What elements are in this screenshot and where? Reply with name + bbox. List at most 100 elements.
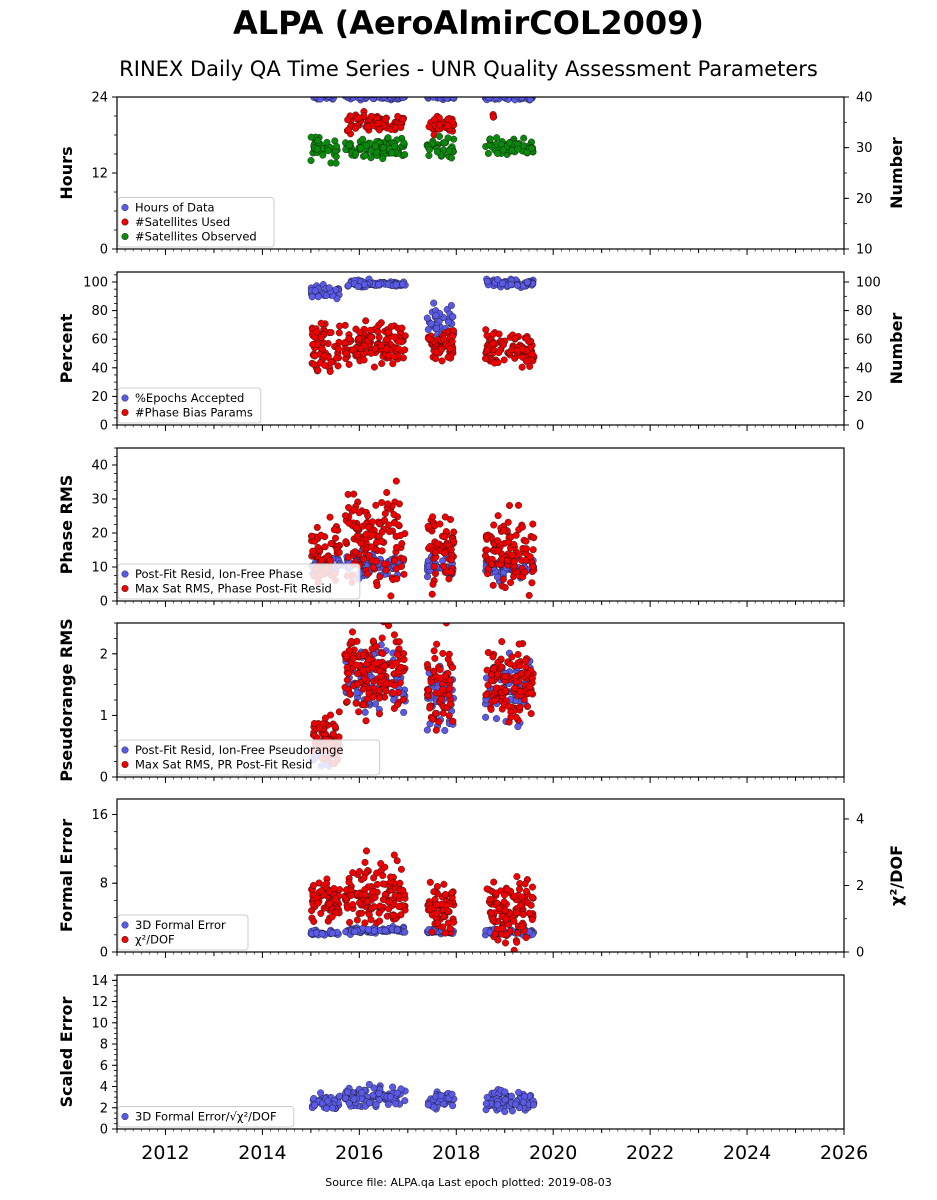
data-point-red bbox=[392, 659, 400, 667]
data-point-red bbox=[526, 362, 534, 370]
data-point-red bbox=[516, 885, 524, 893]
data-point-red bbox=[489, 113, 497, 121]
data-point-blue bbox=[449, 1102, 457, 1110]
data-point-red bbox=[510, 892, 518, 900]
data-point-red bbox=[391, 333, 399, 341]
data-point-red bbox=[441, 533, 449, 541]
data-point-red bbox=[516, 662, 524, 670]
x-tick-label: 2024 bbox=[723, 1142, 771, 1164]
data-point-red bbox=[494, 537, 502, 545]
y-tick-label: 20 bbox=[91, 390, 108, 405]
y-axis-label: Percent bbox=[57, 313, 76, 383]
data-point-blue bbox=[324, 97, 332, 100]
data-point-blue bbox=[372, 1101, 380, 1109]
data-point-blue bbox=[437, 97, 442, 98]
data-point-blue bbox=[423, 314, 431, 322]
data-point-red bbox=[314, 366, 322, 374]
data-point-red bbox=[512, 909, 520, 917]
data-point-blue bbox=[384, 1100, 392, 1108]
data-point-red bbox=[499, 575, 507, 583]
y-right-tick-label: 80 bbox=[856, 304, 873, 319]
data-point-red bbox=[483, 533, 491, 541]
data-point-red bbox=[326, 513, 334, 521]
data-point-red bbox=[522, 537, 530, 545]
data-point-green bbox=[445, 147, 453, 155]
x-tick-label: 2026 bbox=[820, 1142, 868, 1164]
y-tick-label: 6 bbox=[100, 1059, 108, 1074]
data-point-red bbox=[335, 708, 343, 716]
data-point-red bbox=[331, 722, 339, 730]
data-point-red bbox=[344, 116, 352, 124]
data-point-red bbox=[378, 547, 386, 555]
y-right-tick-label: 2 bbox=[856, 879, 864, 894]
data-point-red bbox=[518, 363, 526, 371]
y-right-tick-label: 40 bbox=[856, 91, 873, 106]
data-point-red bbox=[367, 333, 375, 341]
data-point-blue bbox=[513, 281, 521, 289]
data-point-blue bbox=[483, 1093, 491, 1101]
data-point-green bbox=[323, 138, 331, 146]
data-point-red bbox=[390, 511, 398, 519]
y-axis-right-label: Number bbox=[887, 313, 906, 385]
data-point-red bbox=[317, 909, 325, 917]
y-right-tick-label: 10 bbox=[856, 243, 873, 258]
data-point-red bbox=[383, 336, 391, 344]
data-point-red bbox=[381, 510, 389, 518]
data-point-blue bbox=[484, 277, 492, 285]
data-point-red bbox=[376, 520, 384, 528]
data-point-red bbox=[346, 690, 354, 698]
data-point-green bbox=[444, 134, 452, 142]
data-point-red bbox=[376, 917, 384, 925]
data-point-red bbox=[430, 563, 438, 571]
data-point-red bbox=[327, 359, 335, 367]
data-point-red bbox=[310, 360, 318, 368]
data-point-blue bbox=[400, 708, 408, 716]
data-point-red bbox=[521, 880, 529, 888]
data-point-red bbox=[360, 675, 368, 683]
data-point-blue bbox=[365, 1080, 373, 1088]
data-point-blue bbox=[328, 929, 336, 937]
data-point-red bbox=[390, 912, 398, 920]
data-point-red bbox=[374, 120, 382, 128]
data-point-blue bbox=[499, 279, 507, 287]
data-point-blue bbox=[493, 715, 501, 723]
data-point-red bbox=[513, 873, 521, 881]
data-point-red bbox=[510, 917, 518, 925]
y-right-tick-label: 20 bbox=[856, 192, 873, 207]
data-point-red bbox=[430, 888, 438, 896]
y-axis-label: Phase RMS bbox=[57, 475, 76, 575]
y-tick-label: 40 bbox=[91, 459, 108, 474]
data-point-red bbox=[343, 652, 351, 660]
data-point-blue bbox=[372, 700, 380, 708]
data-point-red bbox=[450, 528, 458, 536]
data-point-red bbox=[449, 332, 457, 340]
data-point-blue bbox=[393, 1089, 401, 1097]
data-point-blue bbox=[447, 302, 455, 310]
data-point-red bbox=[445, 712, 453, 720]
data-point-red bbox=[517, 670, 525, 678]
data-point-red bbox=[429, 513, 437, 521]
data-point-blue bbox=[325, 284, 333, 292]
data-point-red bbox=[482, 326, 490, 334]
data-point-red bbox=[446, 925, 454, 933]
data-point-red bbox=[355, 335, 363, 343]
data-point-red bbox=[481, 552, 489, 560]
data-point-green bbox=[314, 137, 322, 145]
y-axis-right-label: χ²/DOF bbox=[887, 845, 906, 906]
data-point-blue bbox=[329, 1104, 337, 1112]
data-point-red bbox=[529, 883, 537, 891]
data-point-red bbox=[522, 545, 530, 553]
data-point-red bbox=[393, 857, 401, 865]
data-point-green bbox=[426, 146, 434, 154]
data-point-red bbox=[425, 123, 433, 131]
data-point-red bbox=[440, 335, 448, 343]
data-point-red bbox=[326, 556, 334, 564]
data-point-red bbox=[377, 672, 385, 680]
data-point-red bbox=[367, 349, 375, 357]
y-tick-label: 4 bbox=[100, 1080, 108, 1095]
data-point-red bbox=[343, 698, 351, 706]
data-point-blue bbox=[375, 281, 383, 289]
data-point-red bbox=[369, 518, 377, 526]
data-point-red bbox=[343, 664, 351, 672]
data-point-red bbox=[367, 543, 375, 551]
